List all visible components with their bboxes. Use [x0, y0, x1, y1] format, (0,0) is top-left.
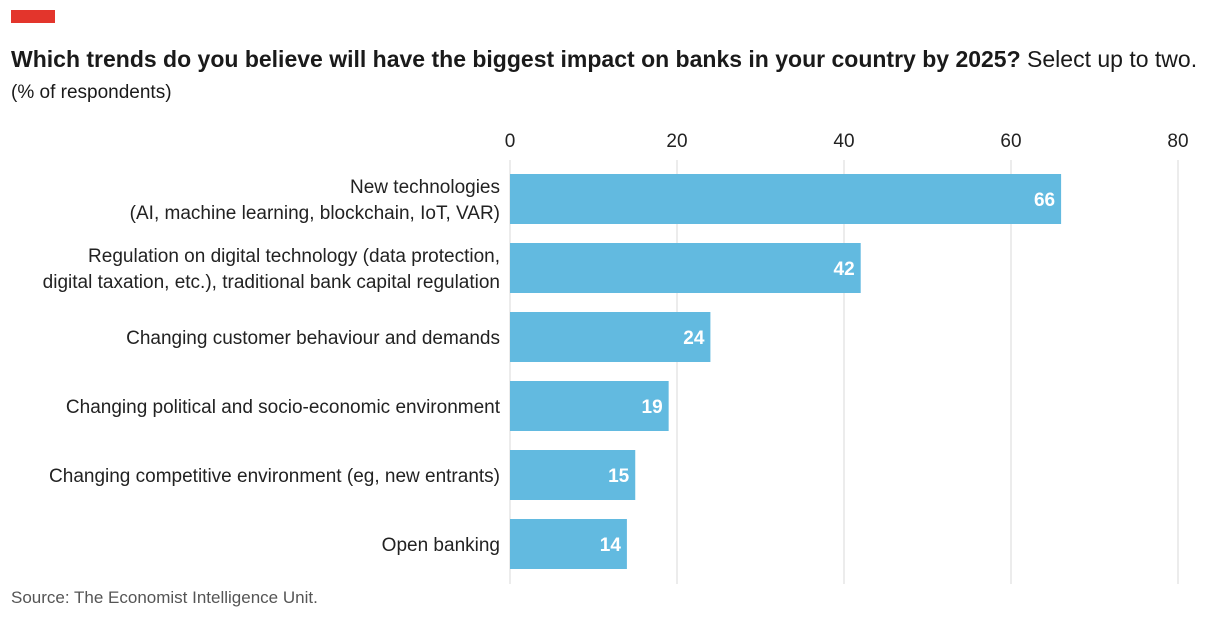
category-label: New technologies [350, 177, 500, 198]
source-note: Source: The Economist Intelligence Unit. [11, 588, 318, 607]
bar [510, 450, 636, 500]
category-label: Changing political and socio-economic en… [66, 397, 501, 418]
x-tick-label: 20 [666, 131, 687, 152]
bar [510, 312, 711, 362]
category-label: Regulation on digital technology (data p… [88, 246, 500, 267]
category-label: digital taxation, etc.), traditional ban… [43, 272, 500, 293]
chart-title-instruction: Select up to two. [1020, 46, 1198, 72]
chart-title: Which trends do you believe will have th… [11, 44, 1201, 74]
category-label: Changing customer behaviour and demands [126, 328, 500, 349]
bar-value-label: 15 [608, 466, 630, 487]
chart-title-question: Which trends do you believe will have th… [11, 46, 1021, 72]
chart-unit-label: (% of respondents) [11, 82, 172, 103]
bar-value-label: 42 [834, 259, 855, 280]
bar [510, 381, 669, 431]
bar-value-label: 24 [683, 328, 705, 349]
bar [510, 243, 861, 293]
x-tick-label: 60 [1000, 131, 1021, 152]
bar [510, 519, 627, 569]
x-tick-label: 80 [1167, 131, 1188, 152]
x-tick-label: 40 [833, 131, 854, 152]
bar-value-label: 66 [1034, 190, 1055, 211]
category-label: Open banking [382, 535, 500, 556]
category-label: (AI, machine learning, blockchain, IoT, … [130, 203, 500, 224]
bar [510, 174, 1062, 224]
category-label: Changing competitive environment (eg, ne… [49, 466, 500, 487]
bar-value-label: 19 [642, 397, 663, 418]
bar-value-label: 14 [600, 535, 622, 556]
brand-accent-bar [11, 10, 55, 23]
x-tick-label: 0 [505, 131, 516, 152]
